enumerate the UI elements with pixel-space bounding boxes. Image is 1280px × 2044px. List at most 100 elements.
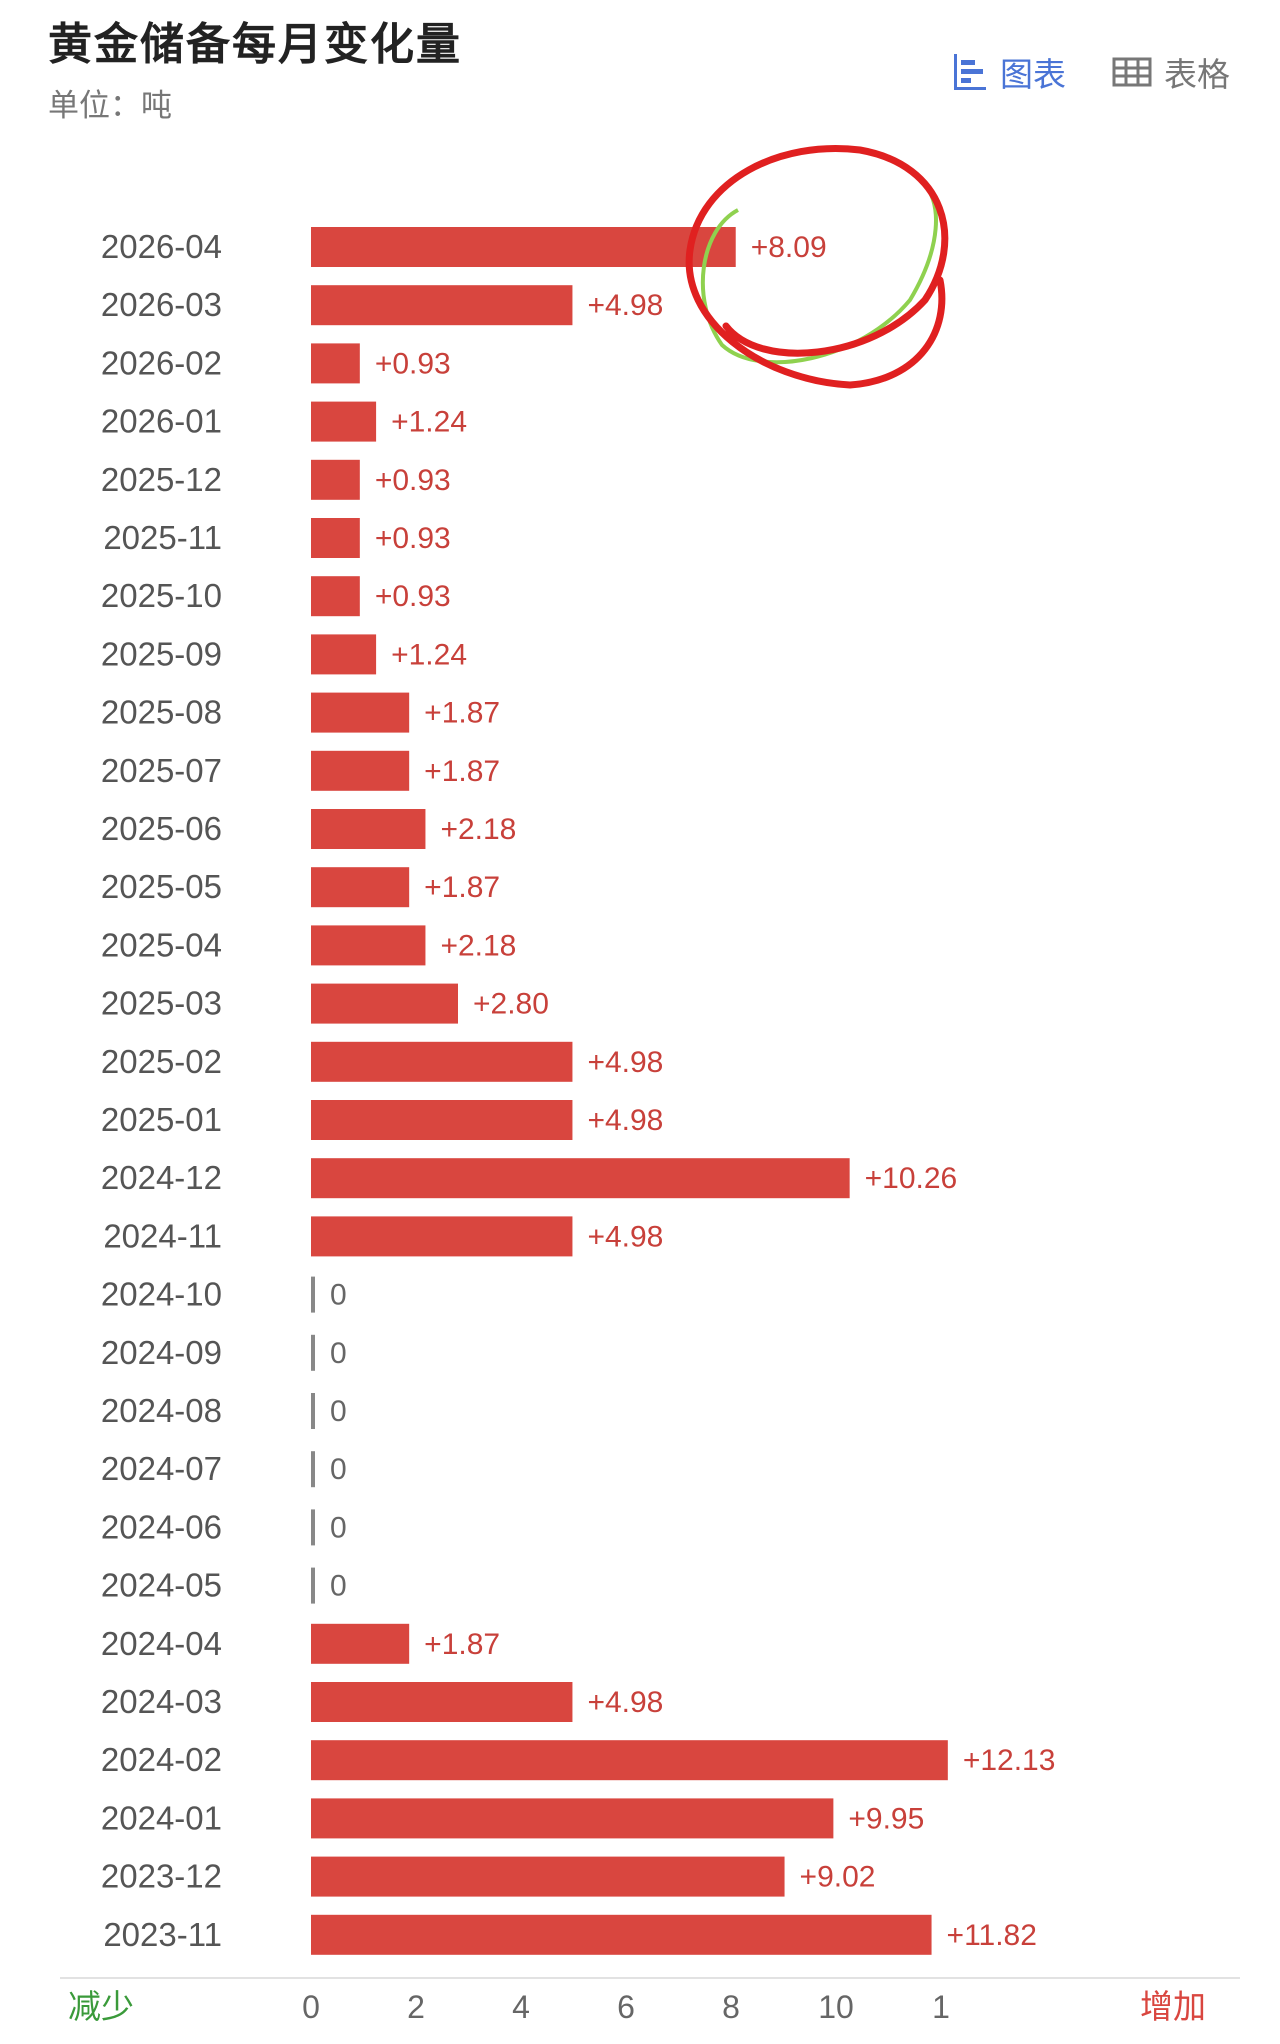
bar[interactable] xyxy=(311,459,360,500)
bar[interactable] xyxy=(311,983,458,1024)
bar[interactable] xyxy=(311,1682,573,1722)
category-label: 2024-02 xyxy=(101,1741,222,1778)
bar[interactable] xyxy=(311,343,360,384)
bar[interactable] xyxy=(311,285,573,326)
category-label: 2025-10 xyxy=(101,577,222,614)
value-label: +9.02 xyxy=(800,1861,876,1894)
bar-zero-marker[interactable] xyxy=(311,1509,315,1546)
value-label: +11.82 xyxy=(947,1919,1037,1952)
value-label: 0 xyxy=(330,1570,347,1603)
bar[interactable] xyxy=(311,1914,932,1955)
value-label: +4.98 xyxy=(587,1220,663,1253)
value-labels-group: +8.09 +4.98 +0.93 +1.24 +0.93 +0.93 +0.93 +1.24… xyxy=(330,231,1055,1952)
annotation-red-circle xyxy=(685,145,949,389)
category-label: 2025-09 xyxy=(101,635,222,672)
category-label: 2024-11 xyxy=(103,1217,222,1254)
tab-chart[interactable]: 图表 xyxy=(952,48,1066,96)
bar-zero-marker[interactable] xyxy=(311,1451,315,1488)
category-label: 2024-12 xyxy=(101,1159,222,1196)
category-label: 2025-01 xyxy=(101,1101,222,1138)
value-label: 0 xyxy=(330,1511,347,1544)
bar-chart-icon xyxy=(954,54,986,90)
category-label: 2026-04 xyxy=(101,228,222,265)
value-label: +0.93 xyxy=(375,464,451,497)
x-tick-label: 8 xyxy=(722,1989,740,2025)
category-label: 2024-08 xyxy=(101,1392,222,1429)
bar[interactable] xyxy=(311,1041,573,1082)
value-label: +2.80 xyxy=(473,988,549,1021)
bar[interactable] xyxy=(311,1798,834,1839)
unit-label: 单位：吨 xyxy=(48,88,172,124)
bar[interactable] xyxy=(311,925,426,966)
category-label: 2025-06 xyxy=(101,810,222,847)
bar[interactable] xyxy=(311,809,426,849)
value-label: +8.09 xyxy=(751,231,827,264)
bar[interactable] xyxy=(311,518,360,558)
value-label: 0 xyxy=(330,1279,347,1312)
bar[interactable] xyxy=(311,1158,850,1199)
category-label: 2023-11 xyxy=(103,1916,222,1953)
x-tick-labels-group: 0 2 4 6 8 10 1 xyxy=(302,1989,950,2025)
bar-zero-marker[interactable] xyxy=(311,1393,315,1429)
category-label: 2024-10 xyxy=(101,1276,222,1313)
bar[interactable] xyxy=(311,1623,410,1664)
value-label: +1.24 xyxy=(391,406,467,439)
value-label: +4.98 xyxy=(587,1104,663,1137)
bar[interactable] xyxy=(311,576,360,617)
bar-zero-marker[interactable] xyxy=(311,1334,315,1371)
category-label: 2025-11 xyxy=(103,519,222,556)
value-label: +4.98 xyxy=(587,1686,663,1719)
page-title: 黄金储备每月变化量 xyxy=(48,19,462,70)
value-label: +2.18 xyxy=(440,813,516,846)
bar[interactable] xyxy=(311,692,410,733)
value-label: 0 xyxy=(330,1395,347,1428)
category-label: 2026-02 xyxy=(101,344,222,381)
value-label: 0 xyxy=(330,1453,347,1486)
bar-zero-marker[interactable] xyxy=(311,1276,315,1313)
tab-chart-label: 图表 xyxy=(1000,55,1066,94)
x-tick-label: 1 xyxy=(932,1989,950,2025)
category-label: 2024-06 xyxy=(101,1508,222,1545)
value-label: +4.98 xyxy=(587,1046,663,1079)
x-tick-label: 10 xyxy=(818,1989,854,2025)
bar[interactable] xyxy=(311,1856,785,1897)
category-label: 2026-03 xyxy=(101,286,222,323)
category-label: 2025-05 xyxy=(101,868,222,905)
category-label: 2025-03 xyxy=(101,985,222,1022)
category-label: 2025-04 xyxy=(101,926,222,963)
bars-group xyxy=(311,227,948,1955)
bar[interactable] xyxy=(311,1100,573,1140)
bar[interactable] xyxy=(311,634,377,675)
category-label: 2025-02 xyxy=(101,1043,222,1080)
bar[interactable] xyxy=(311,750,410,791)
bar[interactable] xyxy=(311,227,736,267)
value-label: +9.95 xyxy=(848,1802,924,1835)
tab-table[interactable]: 表格 xyxy=(1112,48,1230,96)
category-label: 2023-12 xyxy=(101,1858,222,1895)
category-label: 2024-01 xyxy=(101,1799,222,1836)
category-label: 2024-09 xyxy=(101,1334,222,1371)
value-label: 0 xyxy=(330,1337,347,1370)
value-label: +2.18 xyxy=(440,929,516,962)
category-label: 2025-08 xyxy=(101,694,222,731)
value-label: +0.93 xyxy=(375,580,451,613)
value-label: +0.93 xyxy=(375,522,451,555)
category-label: 2024-05 xyxy=(101,1567,222,1604)
x-tick-label: 6 xyxy=(617,1989,635,2025)
category-label: 2025-12 xyxy=(101,461,222,498)
bar[interactable] xyxy=(311,1740,948,1781)
tab-table-label: 表格 xyxy=(1164,55,1230,94)
bar-zero-marker[interactable] xyxy=(311,1567,315,1604)
x-tick-label: 0 xyxy=(302,1989,320,2025)
bar[interactable] xyxy=(311,1216,573,1257)
value-label: +1.87 xyxy=(424,871,500,904)
bar[interactable] xyxy=(311,867,410,908)
legend-decrease: 减少 xyxy=(68,1988,134,2025)
value-label: +1.87 xyxy=(424,755,500,788)
value-label: +4.98 xyxy=(587,289,663,322)
bar[interactable] xyxy=(311,401,377,442)
value-label: +10.26 xyxy=(865,1162,958,1195)
category-label: 2024-07 xyxy=(101,1450,222,1487)
category-label: 2025-07 xyxy=(101,752,222,789)
legend-increase: 增加 xyxy=(1140,1988,1206,2025)
